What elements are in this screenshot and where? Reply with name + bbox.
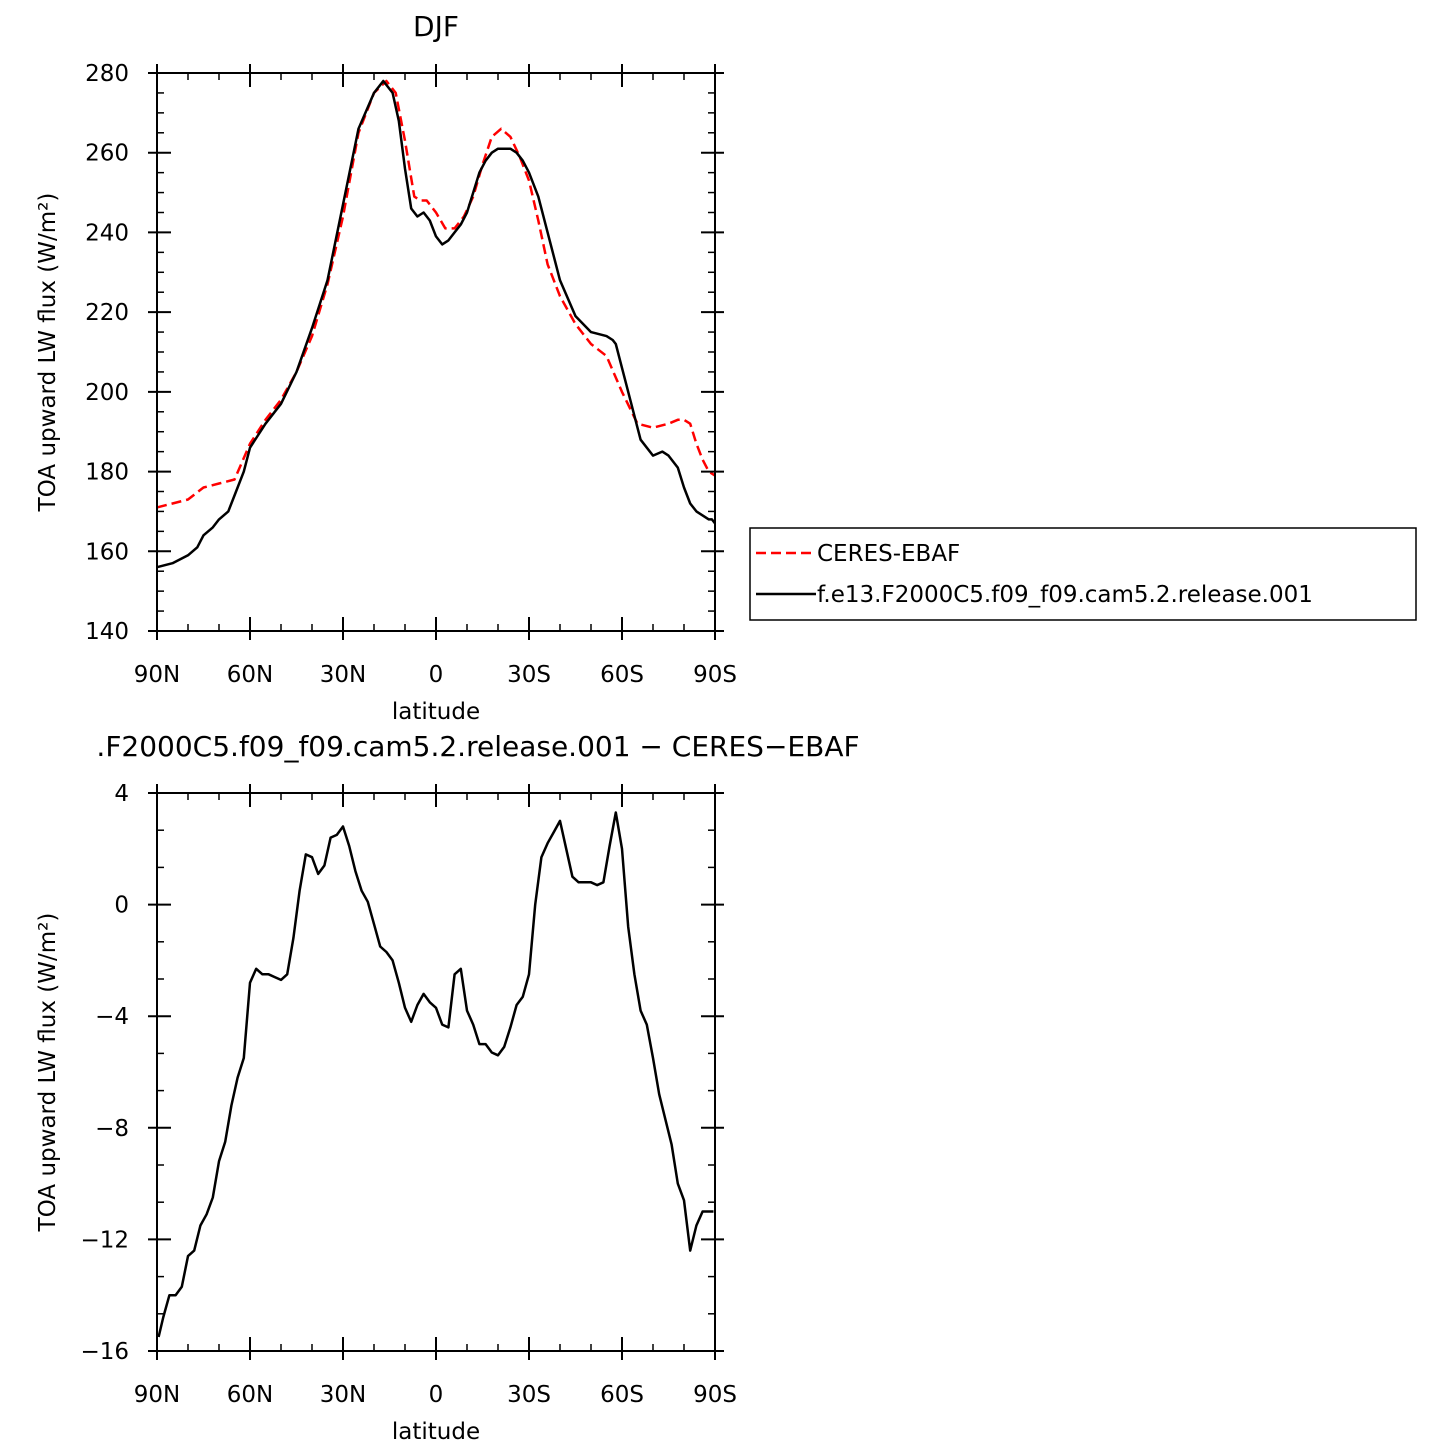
top-x-tick-label-1: 60N [227, 662, 273, 688]
top-y-tick-label-2: 180 [85, 460, 129, 486]
bottom-x-tick-label-0: 90N [134, 1382, 180, 1408]
bottom-axis-ticks: 90N 60N 30N 0 30S 60S 90S −16 −12 −8 −4 0 4 [80, 781, 736, 1408]
top-plot-frame [156, 72, 716, 632]
top-y-tick-label-6: 260 [85, 141, 129, 167]
top-axis-ticks: 90N 60N 30N 0 30S 60S 90S 140 160 180 200 220 240 260… [85, 61, 737, 688]
bottom-chart-title: .F2000C5.f09_f09.cam5.2.release.001 − CE… [96, 730, 859, 763]
bottom-x-axis-label: latitude [392, 1419, 480, 1445]
bottom-plot-frame [156, 792, 716, 1352]
bottom-series-line-0 [157, 811, 714, 1338]
bottom-y-tick-label-5: 4 [114, 781, 129, 807]
top-panel: DJF 90N 60N 30N 0 30S 60S 90S 140 160 180 200 220 24… [35, 10, 737, 725]
bottom-y-tick-label-0: −16 [80, 1339, 129, 1365]
bottom-x-tick-label-4: 30S [507, 1382, 551, 1408]
legend-label-model: f.e13.F2000C5.f09_f09.cam5.2.release.001 [817, 582, 1313, 608]
top-series-line-1 [156, 79, 716, 569]
legend-label-ceres: CERES-EBAF [817, 541, 960, 567]
top-x-tick-label-6: 90S [693, 662, 737, 688]
bottom-series-lines [157, 811, 714, 1338]
top-chart-title: DJF [413, 10, 459, 43]
legend: CERES-EBAF f.e13.F2000C5.f09_f09.cam5.2.… [749, 527, 1417, 621]
bottom-x-tick-label-2: 30N [320, 1382, 366, 1408]
top-y-tick-label-0: 140 [85, 619, 129, 645]
bottom-y-tick-label-3: −4 [95, 1004, 129, 1030]
top-y-tick-label-4: 220 [85, 300, 129, 326]
bottom-y-axis-label: TOA upward LW flux (W/m²) [35, 913, 61, 1233]
top-series-lines [156, 79, 716, 569]
top-y-tick-label-1: 160 [85, 539, 129, 565]
bottom-y-tick-label-4: 0 [114, 893, 129, 919]
bottom-panel: .F2000C5.f09_f09.cam5.2.release.001 − CE… [35, 730, 860, 1445]
bottom-x-tick-label-6: 90S [693, 1382, 737, 1408]
top-x-tick-label-2: 30N [320, 662, 366, 688]
bottom-y-tick-label-2: −8 [95, 1116, 129, 1142]
bottom-x-tick-label-3: 0 [429, 1382, 444, 1408]
top-y-tick-label-7: 280 [85, 61, 129, 87]
bottom-y-tick-label-1: −12 [80, 1227, 129, 1253]
top-x-tick-label-4: 30S [507, 662, 551, 688]
bottom-x-tick-label-1: 60N [227, 1382, 273, 1408]
top-x-axis-label: latitude [392, 699, 480, 725]
legend-box [749, 527, 1417, 621]
top-y-axis-label: TOA upward LW flux (W/m²) [35, 193, 61, 513]
bottom-x-tick-label-5: 60S [600, 1382, 644, 1408]
top-series-line-0 [156, 79, 716, 509]
top-x-tick-label-0: 90N [134, 662, 180, 688]
top-x-tick-label-5: 60S [600, 662, 644, 688]
top-y-tick-label-3: 200 [85, 380, 129, 406]
top-x-tick-label-3: 0 [429, 662, 444, 688]
top-y-tick-label-5: 240 [85, 220, 129, 246]
